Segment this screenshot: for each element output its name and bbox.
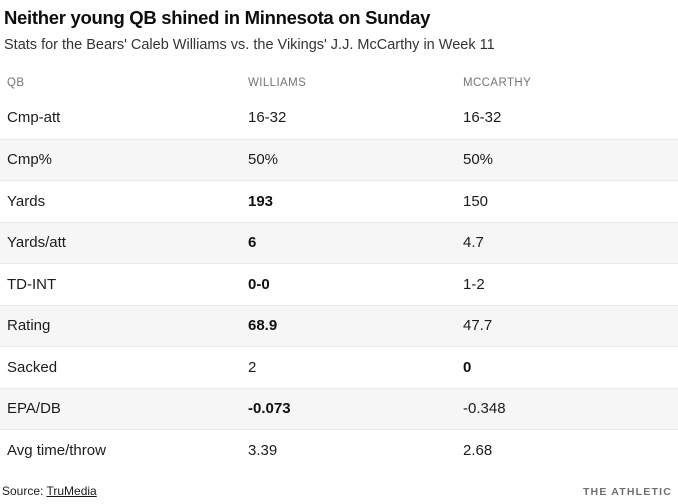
- stat-label: TD-INT: [7, 275, 57, 293]
- mccarthy-value: 1-2: [463, 275, 485, 293]
- stat-label: Yards: [7, 192, 46, 210]
- source-label: Source:: [2, 484, 47, 498]
- stat-label: Sacked: [7, 358, 58, 376]
- mccarthy-value: 2.68: [463, 441, 493, 459]
- table-row: Yards/att 6 4.7: [0, 221, 678, 263]
- mccarthy-value: 47.7: [463, 317, 493, 335]
- source-link[interactable]: TruMedia: [46, 484, 97, 498]
- williams-value: -0.073: [248, 400, 291, 418]
- mccarthy-value: 4.7: [463, 234, 484, 252]
- column-header-williams: WILLIAMS: [248, 76, 307, 89]
- williams-value: 16-32: [248, 109, 287, 127]
- source-note: Source: TruMedia: [2, 484, 97, 498]
- williams-value: 2: [248, 358, 257, 376]
- stat-label: Cmp-att: [7, 109, 61, 127]
- mccarthy-value: 150: [463, 192, 489, 210]
- table-row: Cmp% 50% 50%: [0, 138, 678, 180]
- williams-value: 0-0: [248, 275, 270, 293]
- table-body: Cmp-att 16-32 16-32 Cmp% 50% 50% Yards 1…: [0, 97, 678, 471]
- table-row: Yards 193 150: [0, 180, 678, 222]
- stat-label: Rating: [7, 317, 51, 335]
- table-row: Cmp-att 16-32 16-32: [0, 97, 678, 139]
- williams-value: 50%: [248, 151, 279, 169]
- footer: Source: TruMedia THE ATHLETIC: [0, 484, 678, 504]
- table-row: Rating 68.9 47.7: [0, 304, 678, 346]
- stat-label: Cmp%: [7, 151, 53, 169]
- page-subtitle: Stats for the Bears' Caleb Williams vs. …: [4, 37, 495, 53]
- column-header-qb: QB: [7, 76, 25, 89]
- table-row: Sacked 2 0: [0, 346, 678, 388]
- williams-value: 6: [248, 234, 257, 252]
- page-title: Neither young QB shined in Minnesota on …: [4, 7, 431, 28]
- mccarthy-value: 16-32: [463, 109, 502, 127]
- stat-label: Avg time/throw: [7, 441, 106, 459]
- williams-value: 193: [248, 192, 274, 210]
- table-row: EPA/DB -0.073 -0.348: [0, 387, 678, 429]
- stat-label: EPA/DB: [7, 400, 61, 418]
- table-row: TD-INT 0-0 1-2: [0, 263, 678, 305]
- mccarthy-value: 50%: [463, 151, 494, 169]
- williams-value: 3.39: [248, 441, 278, 459]
- column-header-mccarthy: MCCARTHY: [463, 76, 532, 89]
- table-header-row: QB WILLIAMS MCCARTHY: [0, 68, 678, 97]
- stat-label: Yards/att: [7, 234, 66, 252]
- mccarthy-value: 0: [463, 358, 472, 376]
- table-row: Avg time/throw 3.39 2.68: [0, 429, 678, 471]
- williams-value: 68.9: [248, 317, 278, 335]
- brand-wordmark: THE ATHLETIC: [582, 486, 672, 498]
- mccarthy-value: -0.348: [463, 400, 506, 418]
